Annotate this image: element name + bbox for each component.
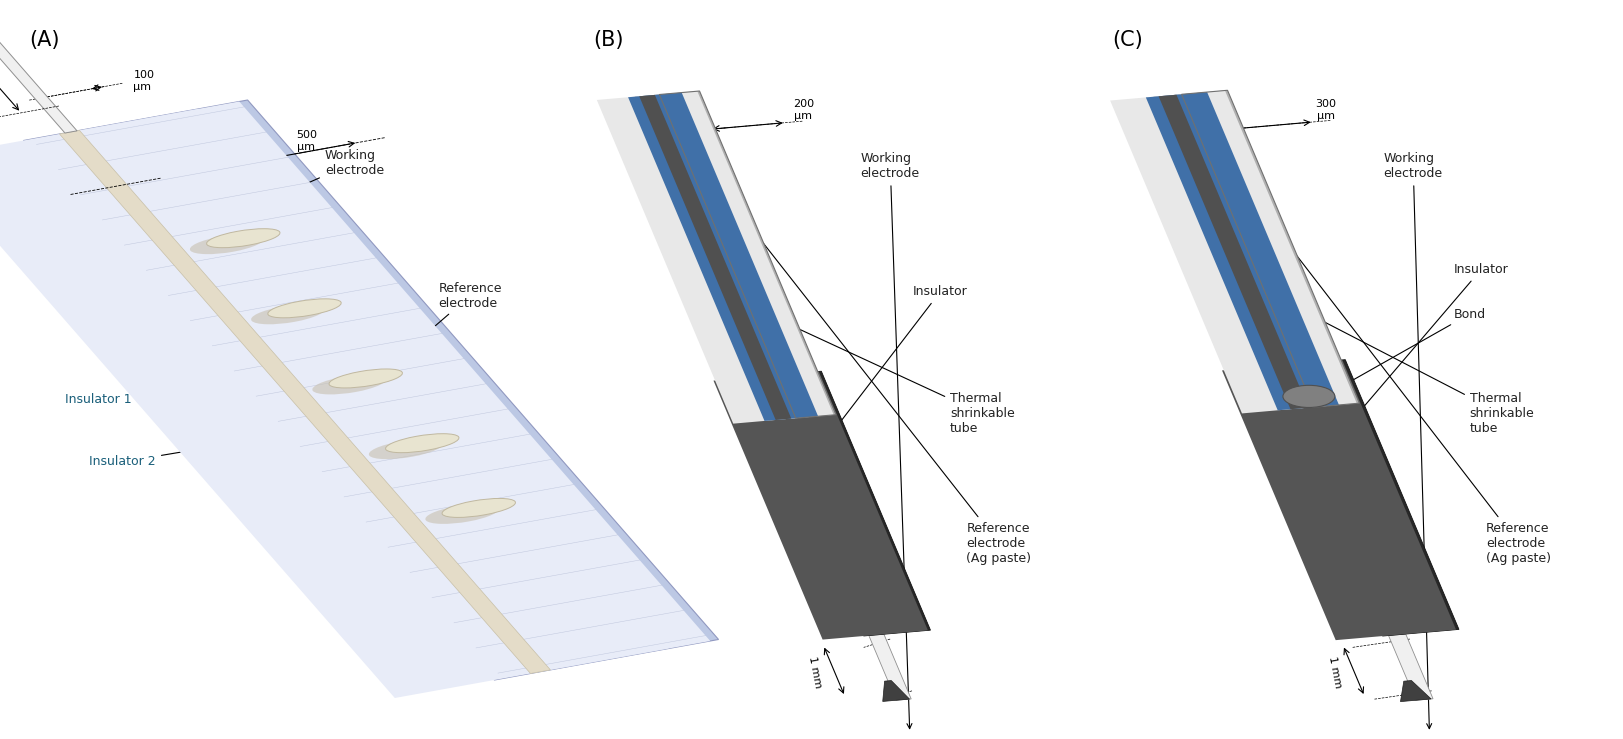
Text: Working
electrode: Working electrode	[1383, 152, 1441, 729]
Polygon shape	[639, 95, 790, 420]
Polygon shape	[883, 681, 909, 701]
Polygon shape	[755, 371, 930, 636]
Polygon shape	[628, 92, 818, 421]
Polygon shape	[648, 91, 836, 419]
Polygon shape	[635, 95, 797, 420]
Polygon shape	[1110, 90, 1355, 413]
Text: (A): (A)	[29, 30, 60, 50]
Ellipse shape	[329, 369, 403, 388]
Text: Reference
electrode
(Ag paste): Reference electrode (Ag paste)	[1235, 177, 1550, 565]
Polygon shape	[60, 130, 550, 673]
Polygon shape	[65, 109, 669, 672]
Ellipse shape	[190, 234, 263, 254]
Polygon shape	[1220, 360, 1456, 640]
Text: 100
μm: 100 μm	[133, 70, 154, 92]
Text: Insulator 2: Insulator 2	[89, 420, 362, 469]
Polygon shape	[23, 100, 717, 680]
Ellipse shape	[425, 504, 498, 524]
Text: (B): (B)	[592, 30, 623, 50]
Ellipse shape	[368, 439, 441, 459]
Text: Thermal
shrinkable
tube: Thermal shrinkable tube	[1253, 286, 1534, 435]
Text: (C): (C)	[1112, 30, 1143, 50]
Polygon shape	[0, 101, 709, 698]
Text: Insulator 1: Insulator 1	[65, 368, 338, 406]
Polygon shape	[1152, 94, 1315, 409]
Text: 200
μm: 200 μm	[792, 100, 813, 121]
Polygon shape	[1268, 360, 1457, 636]
Text: 1 mm: 1 mm	[807, 655, 823, 689]
Text: 300
μm: 300 μm	[1315, 99, 1336, 121]
Ellipse shape	[441, 498, 514, 517]
Text: Working
electrode: Working electrode	[860, 152, 919, 729]
Ellipse shape	[268, 299, 341, 318]
Text: Reference
electrode
(Ag paste): Reference electrode (Ag paste)	[711, 177, 1031, 565]
Text: Working
electrode: Working electrode	[214, 149, 383, 224]
Polygon shape	[1146, 92, 1337, 410]
Polygon shape	[868, 634, 911, 701]
Ellipse shape	[252, 304, 325, 324]
Polygon shape	[1169, 90, 1358, 408]
Polygon shape	[597, 91, 833, 423]
Text: Thermal
shrinkable
tube: Thermal shrinkable tube	[740, 302, 1014, 435]
Polygon shape	[1157, 95, 1308, 409]
Polygon shape	[0, 34, 76, 133]
Ellipse shape	[206, 228, 279, 248]
Text: Insulator: Insulator	[803, 285, 967, 471]
Ellipse shape	[385, 434, 459, 453]
Ellipse shape	[312, 375, 386, 395]
Polygon shape	[1399, 681, 1430, 701]
Text: 500
μm: 500 μm	[295, 130, 316, 151]
Polygon shape	[1388, 634, 1431, 701]
Text: Insulator: Insulator	[1318, 263, 1508, 460]
Polygon shape	[712, 372, 927, 639]
Text: Bond: Bond	[1329, 307, 1485, 393]
Text: Reference
electrode: Reference electrode	[422, 282, 502, 337]
Ellipse shape	[1282, 385, 1334, 407]
Text: 1 mm: 1 mm	[1326, 655, 1342, 689]
